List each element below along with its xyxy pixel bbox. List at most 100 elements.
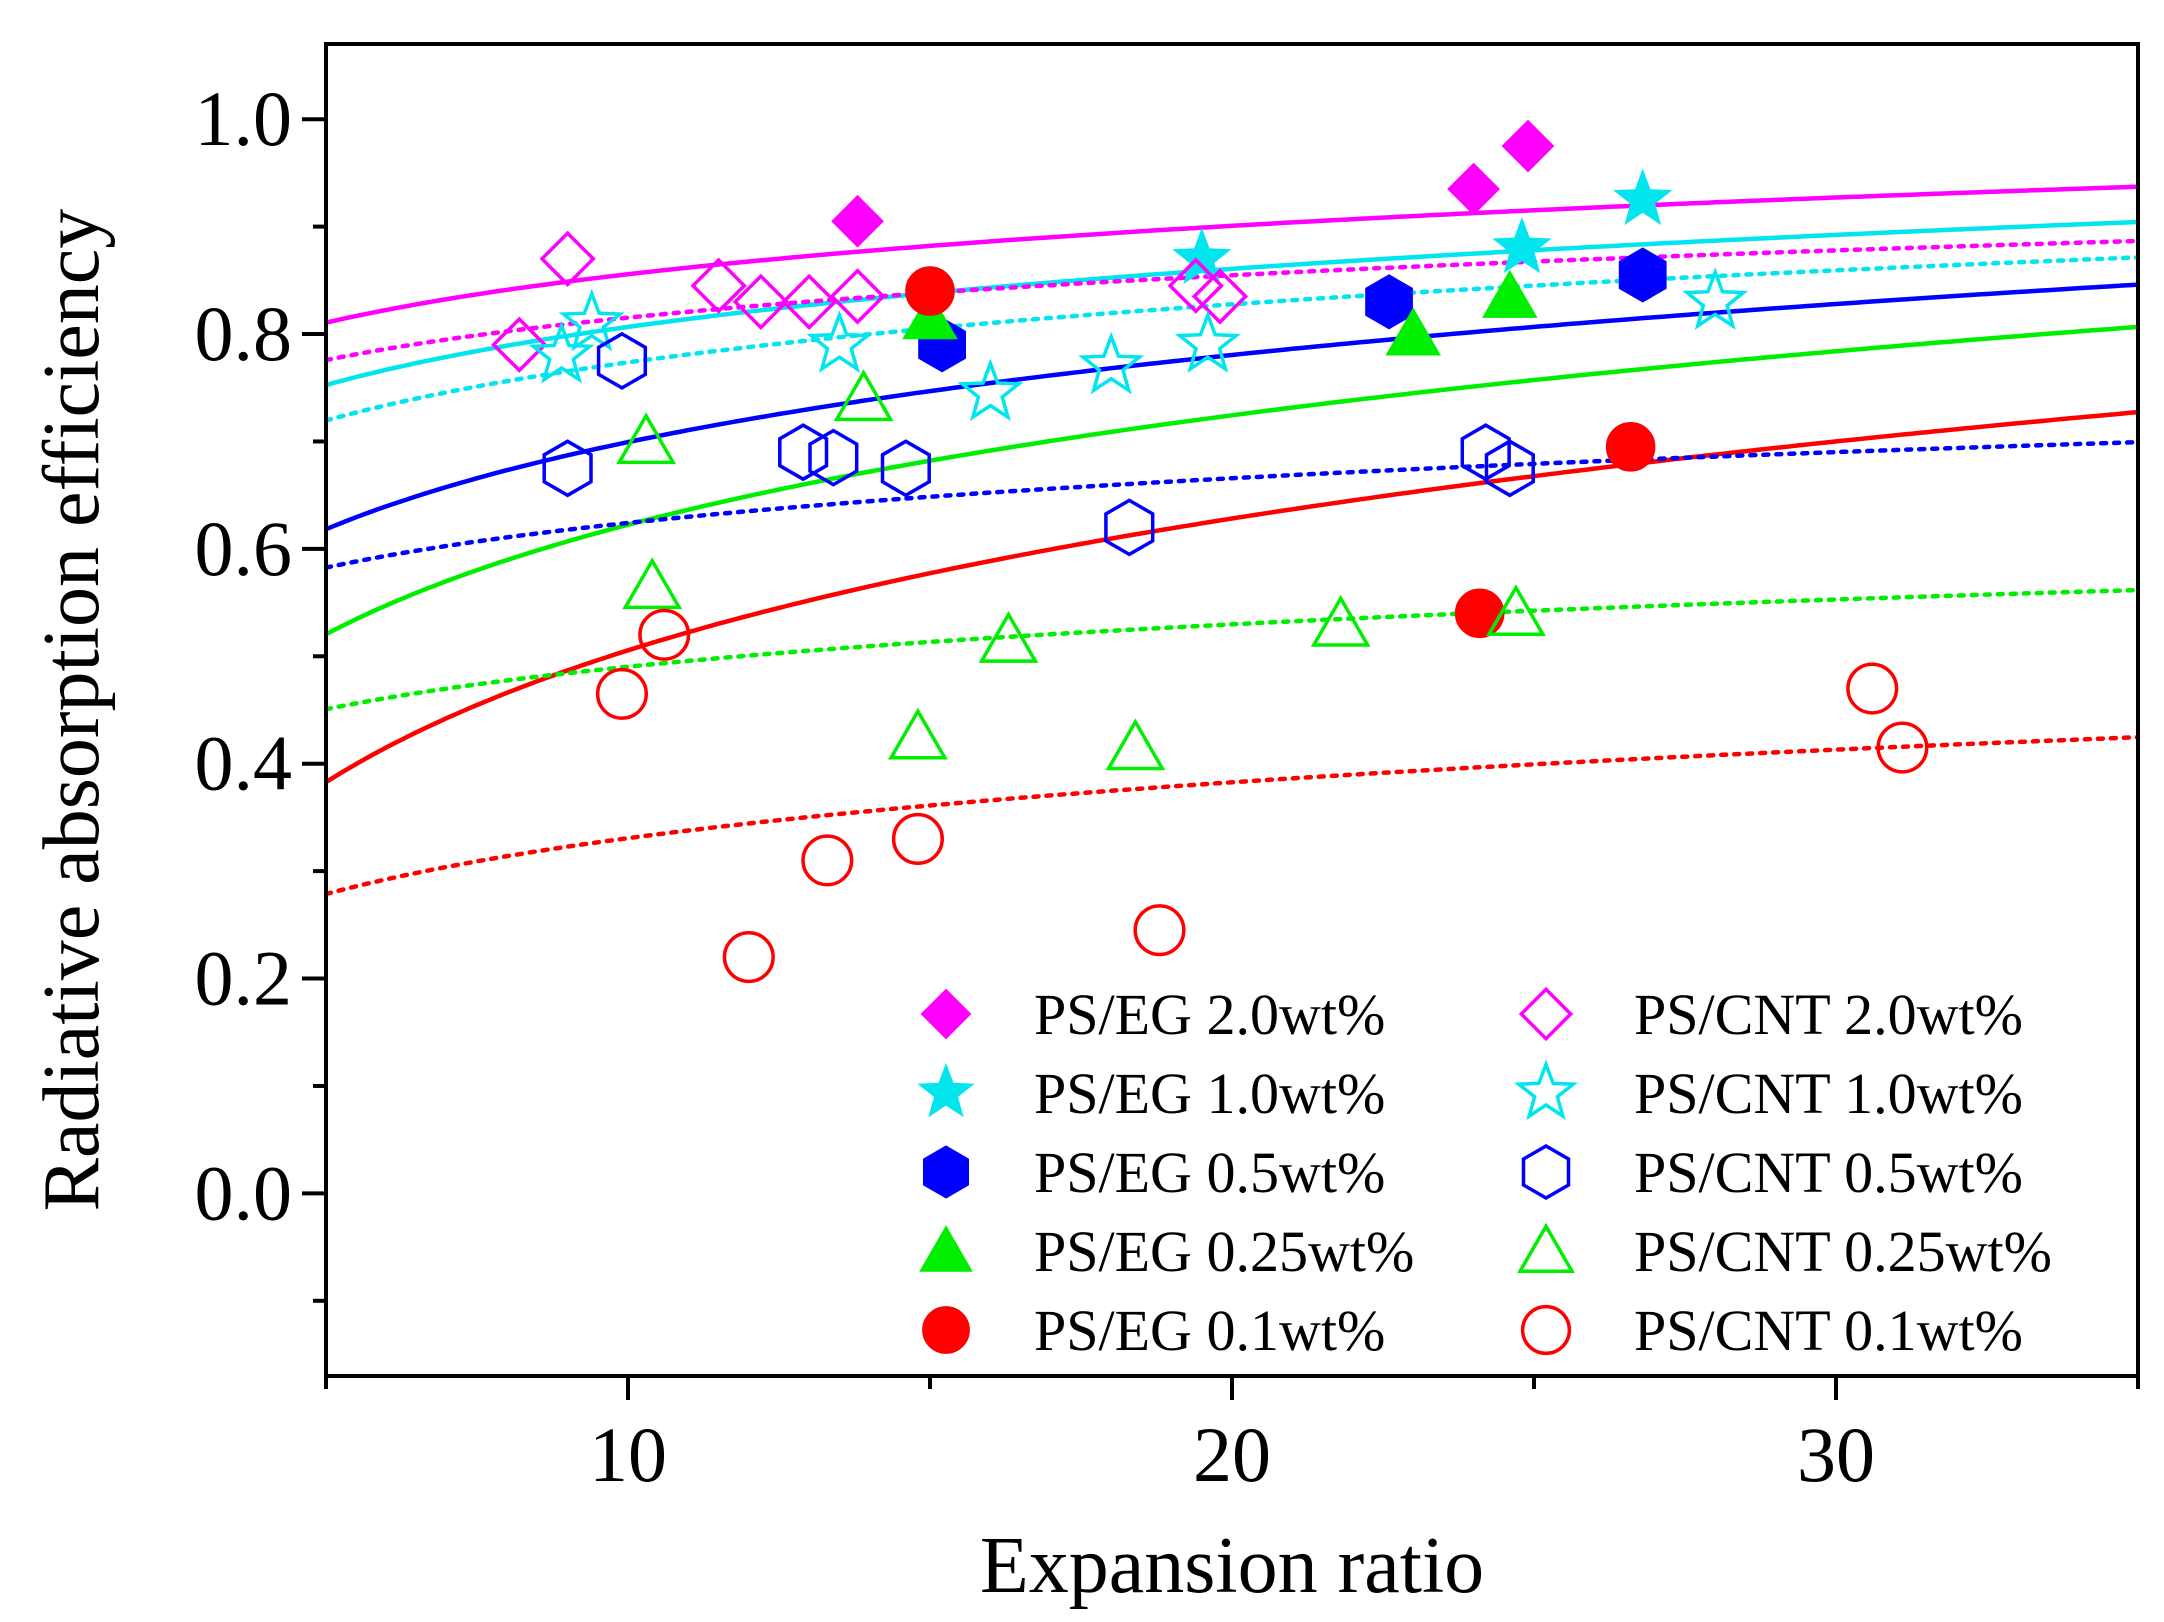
legend-marker bbox=[1521, 1143, 1571, 1201]
data-point bbox=[1447, 162, 1501, 216]
legend-label: PS/EG 0.5wt% bbox=[1034, 1140, 1385, 1205]
legend-label: PS/CNT 1.0wt% bbox=[1634, 1061, 2023, 1126]
data-point bbox=[616, 412, 677, 465]
legend-label: PS/CNT 2.0wt% bbox=[1634, 982, 2023, 1047]
data-point bbox=[542, 439, 593, 498]
legend-item-ps-eg-1-0wt: PS/EG 1.0wt% bbox=[917, 1061, 1385, 1126]
data-point bbox=[831, 194, 884, 248]
data-point bbox=[1172, 227, 1232, 285]
data-point bbox=[1682, 267, 1749, 330]
fit-line-ps-cnt-2-0wt bbox=[323, 238, 2141, 363]
data-point bbox=[1078, 331, 1145, 395]
legend-label: PS/EG 0.1wt% bbox=[1034, 1298, 1385, 1363]
data-point bbox=[722, 931, 775, 984]
data-point bbox=[806, 310, 873, 373]
data-point bbox=[1605, 422, 1656, 472]
data-point bbox=[1876, 721, 1929, 774]
data-point bbox=[1454, 588, 1505, 639]
fit-line-ps-cnt-1-0wt bbox=[323, 255, 2141, 423]
data-point bbox=[638, 608, 691, 661]
data-point bbox=[1385, 307, 1441, 356]
series-ps-cnt-2-0wt bbox=[491, 230, 1249, 373]
legend-marker bbox=[923, 1145, 969, 1199]
legend-item-ps-eg-2-0wt: PS/EG 2.0wt% bbox=[920, 982, 1385, 1047]
x-axis-ticks: 10 20 30 bbox=[324, 1376, 2140, 1498]
data-point bbox=[1310, 594, 1371, 647]
data-point bbox=[880, 439, 931, 498]
data-point bbox=[732, 273, 789, 330]
data-point bbox=[491, 316, 548, 373]
data-point bbox=[1133, 904, 1186, 957]
data-point bbox=[1501, 119, 1555, 173]
legend-marker bbox=[1520, 1304, 1572, 1356]
legend-label: PS/EG 1.0wt% bbox=[1034, 1061, 1385, 1126]
data-point bbox=[1104, 498, 1155, 557]
legend-marker bbox=[919, 1225, 973, 1272]
data-point bbox=[1846, 662, 1899, 715]
legend-label: PS/EG 0.25wt% bbox=[1034, 1219, 1414, 1284]
data-point bbox=[1484, 439, 1535, 498]
data-point bbox=[690, 257, 747, 314]
series-ps-eg-0-5wt bbox=[918, 247, 1667, 373]
series-ps-eg-2-0wt bbox=[831, 119, 1555, 248]
data-point bbox=[833, 369, 894, 422]
fit-line-ps-eg-2-0wt bbox=[325, 184, 2139, 325]
x-tick-label: 20 bbox=[1193, 1411, 1271, 1498]
data-point bbox=[595, 667, 649, 720]
data-point bbox=[1105, 718, 1166, 771]
fit-line-ps-eg-0-5wt bbox=[325, 282, 2139, 532]
data-points bbox=[491, 119, 1929, 984]
legend: PS/EG 2.0wt% PS/EG 1.0wt% PS/EG 0.5wt% PS/E… bbox=[917, 982, 2052, 1363]
legend-item-ps-eg-0-5wt: PS/EG 0.5wt% bbox=[923, 1140, 1385, 1205]
data-point bbox=[1191, 268, 1249, 325]
legend-item-ps-cnt-2-0wt: PS/CNT 2.0wt% bbox=[1518, 982, 2023, 1047]
legend-label: PS/EG 2.0wt% bbox=[1034, 982, 1385, 1047]
data-point bbox=[891, 812, 944, 865]
data-point bbox=[1618, 247, 1667, 303]
legend-marker bbox=[922, 1306, 970, 1354]
legend-item-ps-cnt-0-25wt: PS/CNT 0.25wt% bbox=[1517, 1219, 2052, 1284]
fit-line-ps-cnt-0-5wt bbox=[323, 439, 2141, 570]
fit-curves bbox=[323, 184, 2141, 897]
legend-item-ps-eg-0-1wt: PS/EG 0.1wt% bbox=[922, 1298, 1385, 1363]
legend-marker bbox=[920, 988, 972, 1040]
legend-label: PS/CNT 0.5wt% bbox=[1634, 1140, 2023, 1205]
data-point bbox=[528, 320, 595, 384]
legend-item-ps-cnt-0-5wt: PS/CNT 0.5wt% bbox=[1521, 1140, 2023, 1205]
series-ps-eg-0-1wt bbox=[905, 266, 1656, 639]
y-tick-label: 0.2 bbox=[195, 935, 293, 1022]
legend-item-ps-cnt-1-0wt: PS/CNT 1.0wt% bbox=[1514, 1059, 2023, 1126]
data-point bbox=[1460, 423, 1511, 482]
x-tick-label: 10 bbox=[589, 1411, 667, 1498]
data-point bbox=[957, 358, 1024, 422]
data-point bbox=[1365, 274, 1413, 330]
fit-line-ps-eg-0-1wt bbox=[324, 409, 2139, 785]
legend-marker bbox=[917, 1062, 975, 1118]
series-ps-cnt-1-0wt bbox=[528, 267, 1749, 422]
data-point bbox=[978, 610, 1039, 663]
data-point bbox=[781, 273, 838, 330]
series-ps-cnt-0-1wt bbox=[595, 608, 1929, 984]
data-point bbox=[1482, 269, 1538, 318]
y-tick-label: 0.4 bbox=[195, 720, 293, 807]
data-point bbox=[801, 834, 854, 887]
y-tick-label: 0.8 bbox=[195, 290, 293, 377]
x-axis-title: Expansion ratio bbox=[980, 1522, 1484, 1610]
data-point bbox=[1613, 168, 1673, 225]
fit-line-ps-eg-1-0wt bbox=[325, 219, 2139, 388]
fit-line-ps-cnt-0-1wt bbox=[323, 734, 2141, 897]
data-point bbox=[539, 230, 596, 287]
y-tick-label: 1.0 bbox=[195, 75, 293, 162]
data-point bbox=[1174, 310, 1241, 373]
data-point bbox=[808, 428, 859, 487]
legend-marker bbox=[1518, 986, 1574, 1042]
data-point bbox=[829, 268, 886, 325]
legend-item-ps-cnt-0-1wt: PS/CNT 0.1wt% bbox=[1520, 1298, 2023, 1363]
y-tick-label: 0.0 bbox=[195, 1149, 293, 1236]
y-tick-label: 0.6 bbox=[195, 505, 293, 592]
data-point bbox=[1492, 216, 1552, 274]
series-ps-eg-1-0wt bbox=[1172, 168, 1673, 285]
legend-label: PS/CNT 0.25wt% bbox=[1634, 1219, 2052, 1284]
